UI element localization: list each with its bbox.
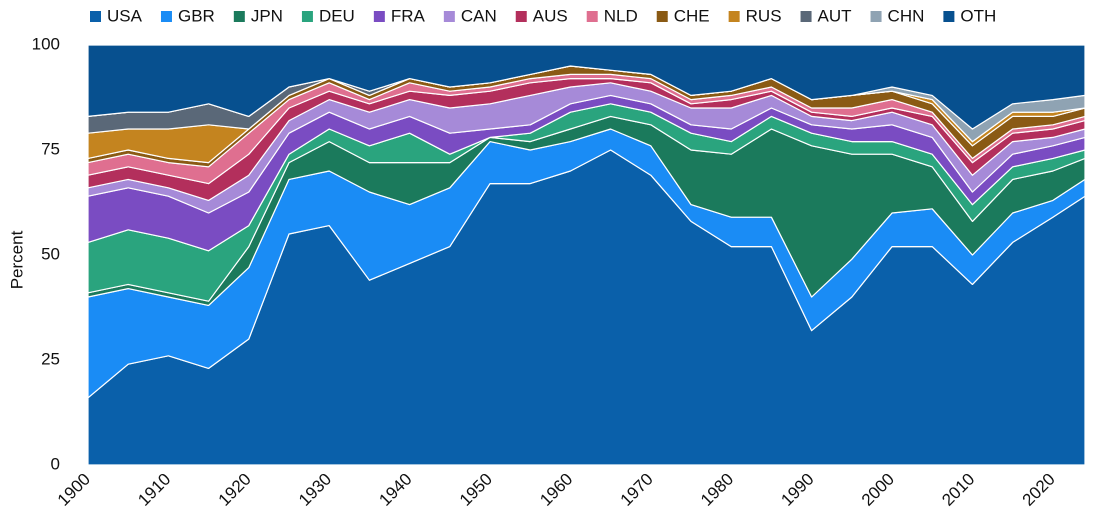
x-tick-label: 1940	[375, 470, 415, 510]
legend-swatch	[943, 11, 955, 22]
legend-swatch	[373, 11, 385, 22]
x-tick-label: 1980	[697, 470, 737, 510]
legend-label: GBR	[178, 6, 215, 25]
x-tick-label: 2010	[938, 470, 978, 510]
y-tick-label: 50	[41, 244, 60, 263]
legend-swatch	[656, 11, 668, 22]
plot-area	[87, 44, 1086, 466]
y-tick-label: 100	[32, 34, 60, 53]
legend-label: USA	[107, 6, 143, 25]
legend-swatch	[870, 11, 882, 22]
legend-swatch	[586, 11, 598, 22]
legend-label: RUS	[746, 6, 782, 25]
legend-label: DEU	[319, 6, 355, 25]
y-tick-label: 75	[41, 139, 60, 158]
x-tick-label: 1930	[295, 470, 335, 510]
legend-swatch	[443, 11, 455, 22]
legend-label: FRA	[391, 6, 426, 25]
legend-swatch	[233, 11, 245, 22]
x-tick-label: 1990	[777, 470, 817, 510]
y-tick-label: 0	[51, 454, 60, 473]
x-tick-label: 1950	[456, 470, 496, 510]
x-tick-label: 2000	[858, 470, 898, 510]
legend-swatch	[301, 11, 313, 22]
legend-swatch	[728, 11, 740, 22]
y-axis-label: Percent	[7, 230, 26, 289]
area	[87, 44, 1086, 130]
x-tick-label: 1960	[536, 470, 576, 510]
legend-label: AUS	[533, 6, 568, 25]
y-tick-label: 25	[41, 349, 60, 368]
legend-swatch	[160, 11, 172, 22]
x-tick-label: 2020	[1019, 470, 1059, 510]
legend-swatch	[90, 11, 101, 22]
legend-label: JPN	[251, 6, 283, 25]
legend-label: AUT	[818, 6, 852, 25]
legend-label: OTH	[960, 6, 996, 25]
legend-swatch	[800, 11, 812, 22]
x-tick-label: 1970	[617, 470, 657, 510]
legend-label: CHN	[888, 6, 925, 25]
legend-label: CAN	[461, 6, 497, 25]
legend-label: CHE	[674, 6, 710, 25]
x-tick-label: 1910	[134, 470, 174, 510]
x-tick-label: 1900	[54, 470, 94, 510]
legend-label: NLD	[604, 6, 638, 25]
x-tick-label: 1920	[215, 470, 255, 510]
legend-swatch	[515, 11, 527, 22]
